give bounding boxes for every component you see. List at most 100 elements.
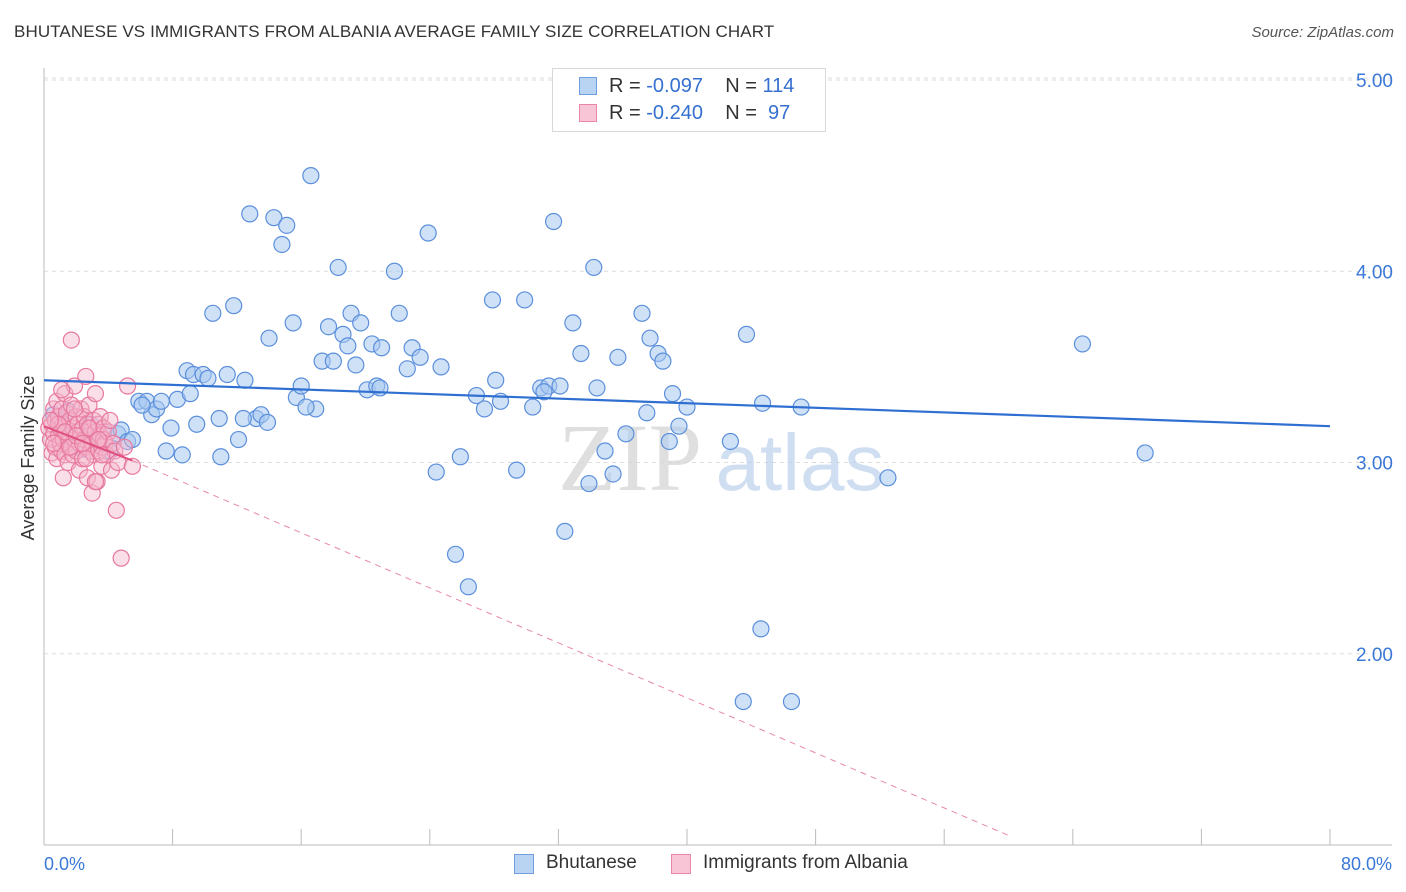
watermark-atlas: atlas [716, 418, 885, 507]
bhutanese-point [390, 304, 408, 322]
y-axis-label: Average Family Size [18, 376, 38, 541]
bhutanese-point [385, 262, 404, 280]
bhutanese-point [204, 304, 222, 322]
bhutanese-point [483, 291, 502, 309]
bottom-legend-label: Immigrants from Albania [703, 852, 908, 873]
legend-r-value: -0.097 [646, 75, 703, 97]
albania-trend-line [43, 425, 133, 462]
y-tick-label: 2.00 [1356, 645, 1393, 666]
bhutanese-point [459, 578, 477, 596]
bhutanese-point [660, 432, 678, 451]
legend-n-value: 114 [762, 75, 795, 97]
albania-point [62, 331, 80, 349]
chart-title: BHUTANESE VS IMMIGRANTS FROM ALBANIA AVE… [14, 22, 775, 41]
albania-point [101, 411, 119, 430]
bottom-legend-label: Bhutanese [546, 852, 637, 873]
bhutanese-point [292, 377, 310, 395]
y-tick-label: 3.00 [1356, 454, 1393, 475]
bhutanese-point [487, 371, 505, 389]
bhutanese-point [302, 167, 320, 185]
bhutanese-point [451, 448, 469, 466]
bhutanese-point [654, 352, 672, 370]
albania-point [118, 377, 137, 395]
bhutanese-point [133, 396, 151, 414]
bottom-legend-swatch-blue [514, 854, 534, 874]
bhutanese-point [879, 469, 897, 487]
legend-n-value: 97 [762, 102, 791, 124]
bhutanese-point [617, 425, 635, 443]
bhutanese-point [580, 474, 598, 493]
bhutanese-point [752, 620, 770, 638]
bhutanese-point [324, 352, 342, 370]
bhutanese-point [641, 329, 659, 347]
bhutanese-point [670, 417, 688, 435]
bhutanese-point [229, 430, 248, 449]
albania-point [77, 367, 95, 386]
bhutanese-point [339, 337, 357, 355]
bhutanese-point [604, 465, 622, 483]
bhutanese-point [284, 314, 302, 332]
bhutanese-point [475, 400, 494, 418]
bhutanese-point [212, 448, 230, 466]
legend-r-label: R = [609, 102, 647, 124]
bhutanese-point [556, 522, 574, 540]
bhutanese-point [347, 356, 365, 374]
x-tick-label-min: 0.0% [44, 854, 85, 874]
legend-n-label: N = [725, 102, 763, 124]
albania-trend-extension [132, 460, 1009, 836]
legend-swatch-blue [579, 77, 597, 95]
bhutanese-point [260, 329, 278, 347]
y-tick-labels: 2.00 3.00 4.00 5.00 [1356, 71, 1393, 666]
stats-legend: R = -0.097 N = 114 R = -0.240 N = 97 [552, 68, 826, 132]
bhutanese-point [234, 409, 252, 428]
bhutanese-point [236, 371, 254, 389]
albania-point [107, 501, 125, 519]
bhutanese-point [564, 314, 582, 332]
bhutanese-point [411, 348, 429, 366]
legend-r-value: -0.240 [646, 102, 703, 124]
bhutanese-point [524, 398, 542, 416]
bhutanese-point [446, 545, 465, 563]
bhutanese-point [1073, 335, 1092, 353]
bhutanese-point [572, 344, 590, 363]
bhutanese-point [210, 409, 228, 428]
albania-point [78, 469, 97, 487]
bhutanese-point [352, 314, 370, 332]
bhutanese-point [181, 385, 199, 403]
bhutanese-point [638, 404, 656, 422]
bhutanese-point [737, 325, 756, 343]
bhutanese-point [663, 385, 682, 403]
bhutanese-point [162, 419, 180, 437]
bhutanese-point [173, 446, 191, 464]
bhutanese-point [188, 415, 206, 433]
trend-lines [43, 379, 1331, 836]
bottom-legend-swatch-pink [671, 854, 691, 874]
bhutanese-point [535, 383, 553, 401]
bhutanese-point [516, 291, 534, 309]
bhutanese-point [427, 463, 445, 481]
bhutanese-point [585, 258, 603, 277]
legend-r-label: R = [609, 75, 647, 97]
bhutanese-point [1136, 444, 1154, 462]
bhutanese-point [633, 304, 651, 322]
bhutanese-point [273, 235, 291, 254]
bhutanese-point [544, 212, 563, 231]
albania-point [112, 549, 130, 567]
bhutanese-point [278, 216, 296, 234]
bhutanese-point [419, 224, 437, 242]
bhutanese-point [721, 432, 740, 451]
bhutanese-point [297, 398, 315, 416]
y-tick-label: 4.00 [1356, 262, 1393, 283]
bhutanese-point [551, 377, 569, 395]
legend-swatch-pink [579, 104, 597, 122]
axes [43, 68, 1392, 846]
bhutanese-point [218, 365, 236, 384]
bhutanese-points [45, 167, 1154, 711]
bhutanese-point [734, 692, 752, 711]
bhutanese-point [508, 461, 526, 479]
source-label: Source: ZipAtlas.com [1251, 24, 1394, 41]
bhutanese-point [398, 360, 416, 378]
bhutanese-point [258, 413, 277, 431]
albania-point [115, 438, 133, 456]
bhutanese-point [753, 394, 772, 412]
